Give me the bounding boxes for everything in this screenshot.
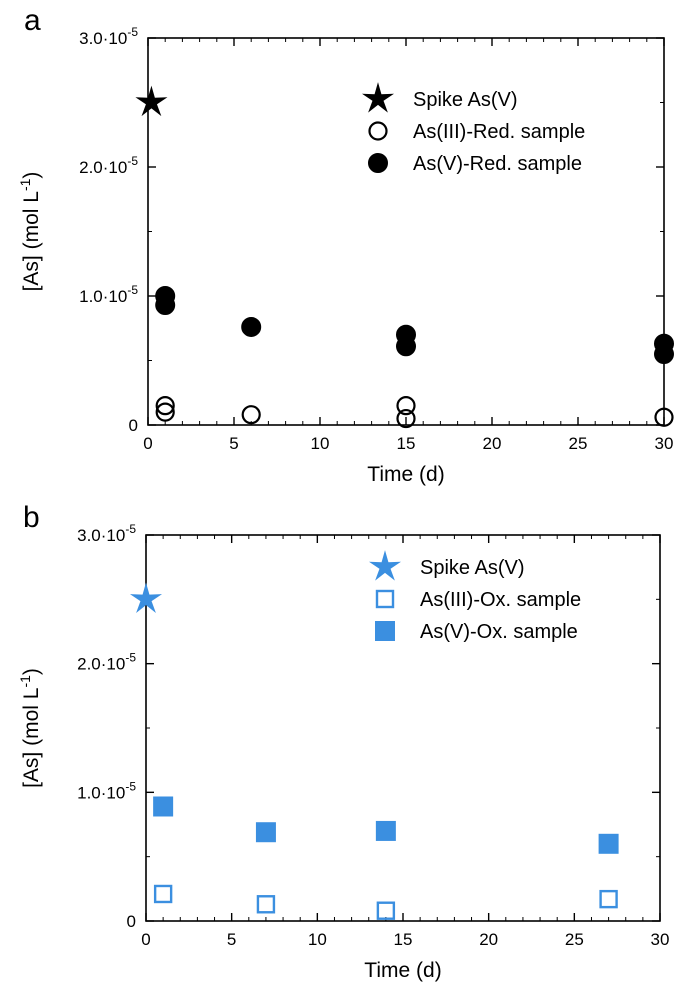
x-tick-label: 25	[565, 930, 584, 949]
x-tick-label: 20	[483, 434, 502, 453]
legend-marker	[361, 82, 395, 113]
y-tick-mantissa: 3.0·10	[79, 29, 127, 48]
x-tick-label: 10	[308, 930, 327, 949]
x-tick-label: 0	[143, 434, 152, 453]
data-point	[256, 895, 276, 914]
legend-label: As(III)-Red. sample	[413, 121, 585, 143]
panel-label: b	[23, 501, 40, 534]
data-point	[241, 316, 262, 337]
legend-marker	[368, 153, 388, 173]
data-point	[241, 405, 261, 425]
data-point	[375, 820, 396, 841]
x-tick-label: 5	[229, 434, 238, 453]
y-tick-exponent: -5	[127, 25, 138, 39]
data-point	[129, 582, 163, 613]
x-tick-label: 20	[479, 930, 498, 949]
data-point	[155, 295, 176, 316]
y-axis-label: [As] (mol L-1)	[17, 668, 43, 788]
y-tick-label: 3.0·10-5	[77, 522, 136, 545]
y-tick-mantissa: 2.0·10	[77, 655, 125, 674]
y-tick-exponent: -5	[125, 779, 136, 793]
series-2	[155, 286, 674, 365]
y-axis-label-main: [As] (mol L	[20, 191, 43, 291]
x-tick-label: 5	[227, 930, 236, 949]
series-0	[135, 85, 168, 117]
y-tick-label: 0	[127, 912, 136, 931]
panel-label: a	[24, 4, 41, 37]
legend-marker	[368, 550, 402, 581]
y-axis-label: [As] (mol L-1)	[17, 172, 43, 292]
x-tick-label: 15	[394, 930, 413, 949]
plot-frame	[147, 37, 665, 426]
x-axis-label: Time (d)	[367, 463, 444, 486]
data-point	[255, 822, 276, 843]
y-tick-exponent: -5	[127, 283, 138, 297]
y-tick-exponent: -5	[125, 651, 136, 665]
y-tick-mantissa: 1.0·10	[77, 783, 125, 802]
chart-panel-b: b0 5 10 15 20 25 3001.0·10-52.0·10-53.0·10-5Ti…	[17, 501, 669, 982]
data-point	[155, 402, 175, 422]
y-axis-label-sup: -1	[17, 178, 33, 191]
data-point	[155, 396, 175, 416]
legend-label: Spike As(V)	[413, 89, 517, 111]
y-axis-label-sup: -1	[17, 675, 33, 688]
x-tick-label: 30	[651, 930, 670, 949]
data-point	[599, 889, 618, 909]
y-tick-label: 2.0·10-5	[77, 651, 136, 674]
y-tick-exponent: -5	[127, 154, 138, 168]
legend-marker	[368, 121, 388, 141]
y-tick-exponent: -5	[125, 522, 136, 536]
data-point	[153, 884, 173, 904]
plot-frame	[145, 534, 661, 922]
y-tick-label: 2.0·10-5	[79, 154, 138, 177]
x-tick-label: 30	[655, 434, 674, 453]
x-tick-label: 10	[311, 434, 330, 453]
legend-marker	[375, 589, 395, 609]
legend-label: Spike As(V)	[420, 557, 524, 579]
y-tick-label: 1.0·10-5	[79, 283, 138, 306]
data-point	[396, 396, 416, 416]
data-point	[654, 344, 674, 365]
series-2	[153, 796, 619, 854]
chart-panel-a: a0 5 10 15 20 25 3001.0·10-52.0·10-53.0·10-5Ti…	[17, 4, 674, 486]
y-tick-mantissa: 0	[127, 912, 136, 931]
data-point	[598, 833, 619, 854]
y-tick-mantissa: 1.0·10	[79, 287, 127, 306]
data-point	[376, 901, 396, 920]
data-point	[654, 407, 674, 427]
legend-marker	[375, 621, 395, 641]
x-tick-label: 0	[141, 930, 150, 949]
series-1	[153, 884, 618, 920]
legend-label: As(V)-Red. sample	[413, 153, 582, 175]
x-tick-label: 25	[569, 434, 588, 453]
data-point	[396, 408, 416, 429]
y-tick-mantissa: 2.0·10	[79, 158, 127, 177]
legend-label: As(V)-Ox. sample	[420, 621, 578, 643]
legend: Spike As(V) As(III)-Red. sample As(V)-Red.…	[361, 82, 585, 175]
y-axis-label-tail: )	[20, 668, 43, 675]
x-axis-label: Time (d)	[364, 959, 441, 982]
data-point	[396, 336, 416, 357]
y-tick-mantissa: 3.0·10	[77, 526, 125, 545]
y-axis-label-tail: )	[20, 172, 43, 179]
y-tick-label: 3.0·10-5	[79, 25, 138, 48]
y-tick-label: 0	[129, 416, 138, 435]
data-point	[135, 85, 168, 117]
series-0	[129, 582, 163, 613]
series-1	[155, 396, 674, 429]
x-tick-label: 15	[397, 434, 416, 453]
y-tick-mantissa: 0	[129, 416, 138, 435]
legend: Spike As(V) As(III)-Ox. sample As(V)-Ox. s…	[368, 550, 581, 643]
y-tick-label: 1.0·10-5	[77, 779, 136, 802]
data-point	[153, 796, 174, 817]
y-axis-label-main: [As] (mol L	[20, 688, 43, 788]
legend-label: As(III)-Ox. sample	[420, 589, 581, 611]
